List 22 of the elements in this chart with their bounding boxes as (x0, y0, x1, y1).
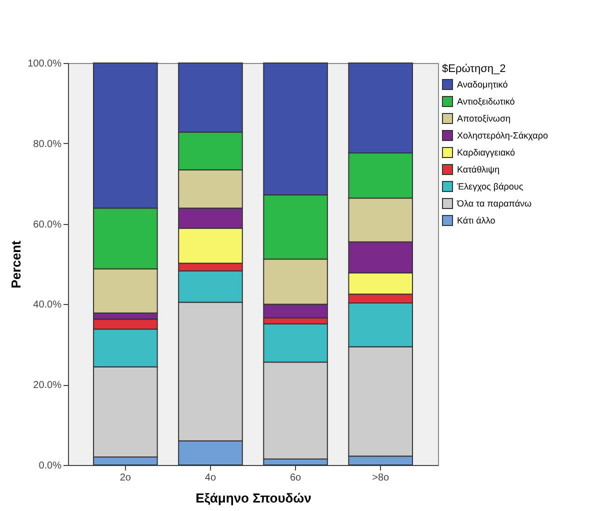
y-tick-label: 80.0% (33, 138, 62, 150)
y-tick-label: 20.0% (33, 380, 62, 392)
legend-label: Έλεγχος βάρους (456, 182, 524, 192)
legend-label: Όλα τα παραπάνω (456, 198, 532, 208)
x-tick-label: >8ο (372, 472, 390, 484)
legend-label: Καρδιαγγειακό (457, 148, 516, 158)
y-tick-label: 40.0% (33, 300, 62, 311)
legend-label: Αναδομητικό (457, 80, 508, 90)
y-tick-label: 100.0% (28, 58, 62, 70)
y-tick-label: 0.0% (38, 460, 62, 472)
x-tick-label: 6ο (290, 472, 302, 484)
legend-label: Αποτοξίνωση (457, 114, 511, 124)
x-tick-label: 4ο (204, 472, 216, 484)
x-axis-title: Εξάμηνο Σπουδών (196, 490, 312, 506)
legend-label: Κάτι άλλο (457, 216, 496, 226)
legend-label: Κατάθλιψη (457, 164, 500, 174)
legend-label: Χοληστερόλη-Σάκχαρο (457, 130, 548, 140)
y-tick-label: 60.0% (33, 219, 62, 230)
x-tick-label: 2ο (120, 472, 132, 484)
legend-title: $Ερώτηση_2 (442, 63, 506, 75)
legend-label: Αντιοξειδωτικό (457, 96, 515, 106)
y-axis-title: Percent (8, 240, 24, 288)
